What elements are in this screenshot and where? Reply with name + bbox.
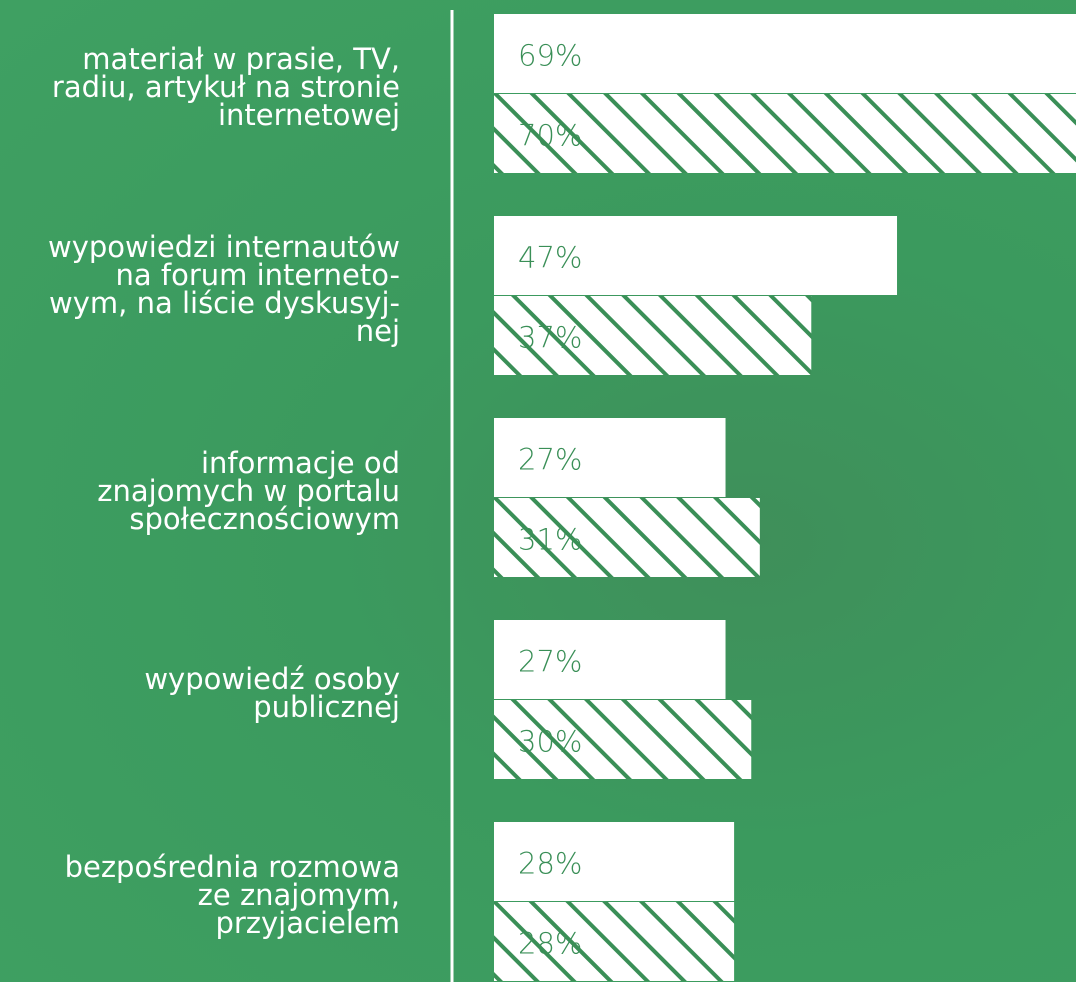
bar bbox=[494, 94, 1076, 173]
bar bbox=[494, 418, 726, 497]
bar bbox=[494, 822, 735, 901]
category-label: wypowiedzi internautów na forum internet… bbox=[48, 230, 400, 348]
bar bbox=[494, 14, 1076, 93]
category-label: materiał w prasie, TV, radiu, artykuł na… bbox=[51, 42, 400, 132]
value-label: 70% bbox=[518, 119, 582, 153]
category-label: wypowiedź osoby publicznej bbox=[144, 662, 400, 724]
value-label: 28% bbox=[518, 847, 582, 881]
value-label: 30% bbox=[518, 725, 582, 759]
value-label: 37% bbox=[518, 321, 582, 355]
value-label: 28% bbox=[518, 927, 582, 961]
value-label: 27% bbox=[518, 645, 582, 679]
bar bbox=[494, 498, 760, 577]
category-label: informacje od znajomych w portalu społec… bbox=[97, 446, 400, 536]
category-label: bezpośrednia rozmowa ze znajomym, przyja… bbox=[64, 850, 400, 940]
value-label: 31% bbox=[518, 523, 582, 557]
bar bbox=[494, 620, 726, 699]
value-label: 69% bbox=[518, 39, 582, 73]
value-label: 27% bbox=[518, 443, 582, 477]
bar bbox=[494, 902, 735, 981]
bar bbox=[494, 216, 898, 295]
bar bbox=[494, 700, 752, 779]
bar bbox=[494, 296, 812, 375]
value-label: 47% bbox=[518, 241, 582, 275]
